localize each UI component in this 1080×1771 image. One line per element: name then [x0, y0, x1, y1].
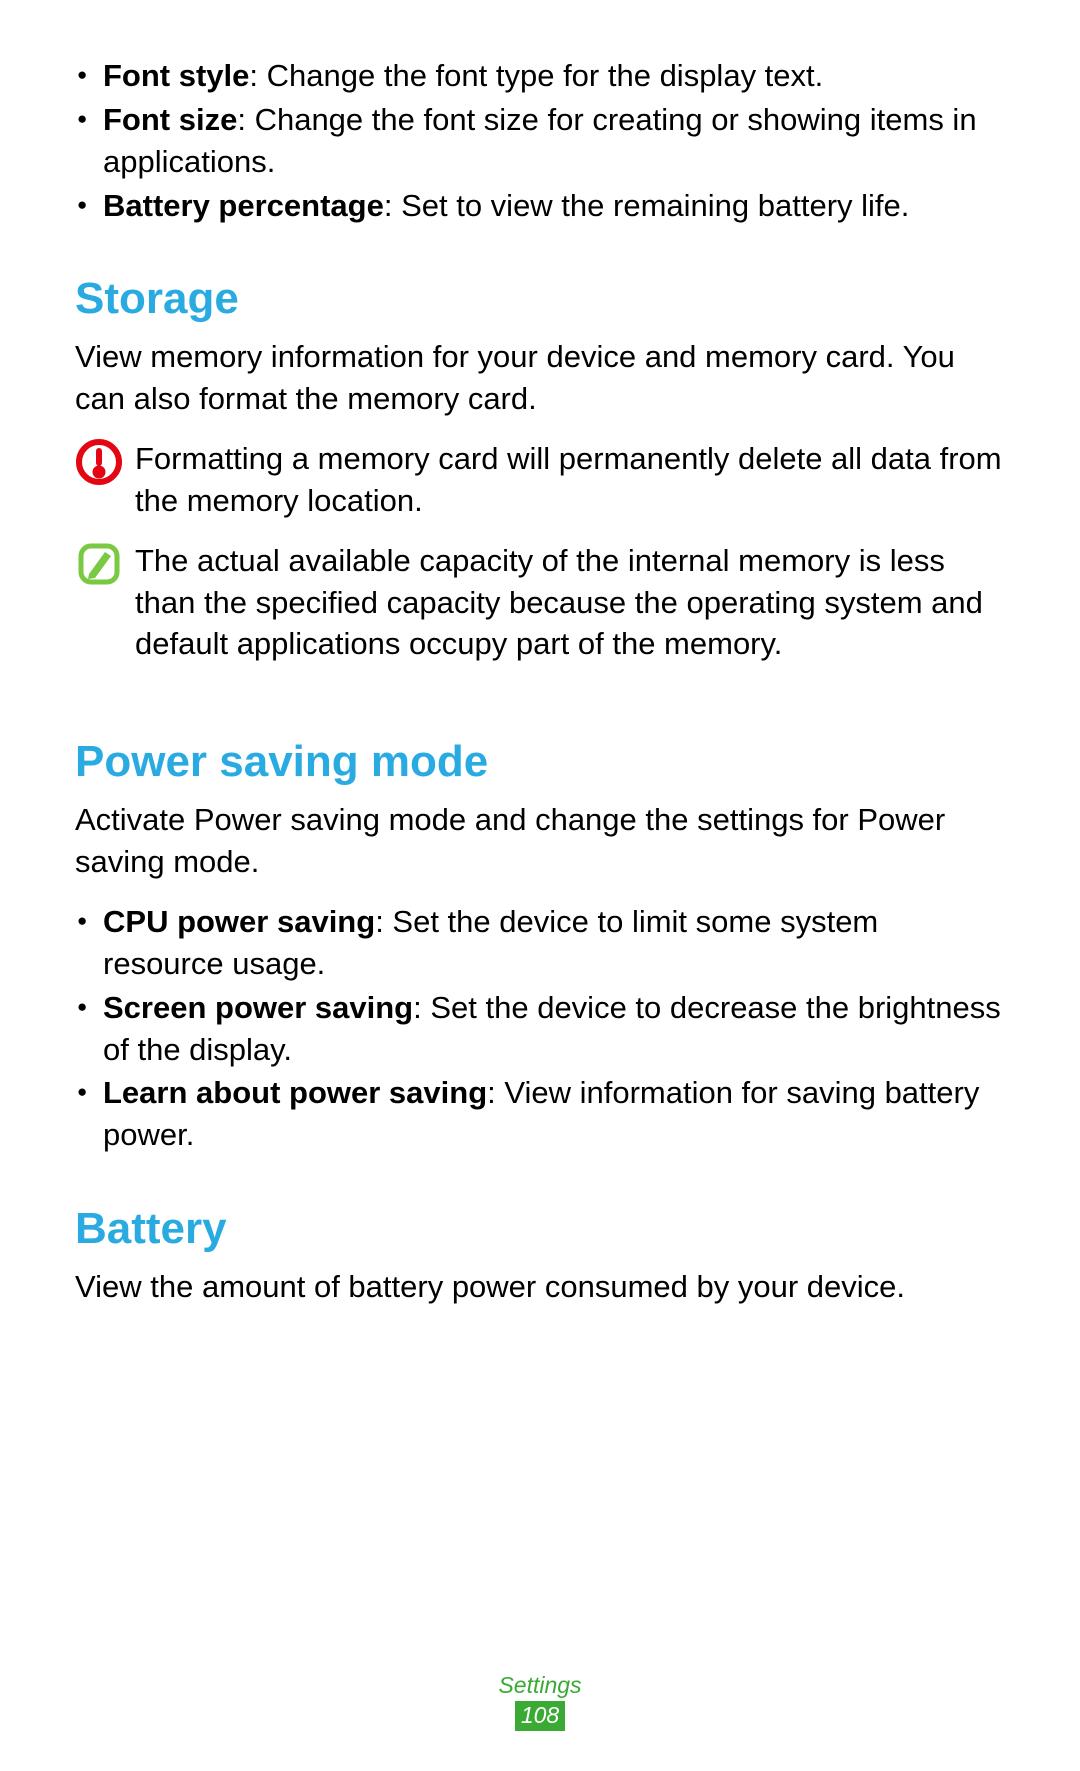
warning-text: Formatting a memory card will permanentl… [135, 438, 1005, 522]
list-item: CPU power saving: Set the device to limi… [75, 901, 1005, 985]
page-number: 108 [515, 1701, 565, 1731]
list-item: Font style: Change the font type for the… [75, 55, 1005, 97]
term: Font size [103, 102, 237, 137]
storage-heading: Storage [75, 274, 1005, 324]
term: CPU power saving [103, 904, 375, 939]
note-callout: The actual available capacity of the int… [75, 540, 1005, 666]
power-heading: Power saving mode [75, 737, 1005, 787]
warning-icon [75, 438, 135, 491]
battery-heading: Battery [75, 1204, 1005, 1254]
note-text: The actual available capacity of the int… [135, 540, 1005, 666]
term: Font style [103, 58, 249, 93]
power-bullet-list: CPU power saving: Set the device to limi… [75, 901, 1005, 1156]
footer-section-label: Settings [0, 1672, 1080, 1699]
list-item: Battery percentage: Set to view the rema… [75, 185, 1005, 227]
warning-callout: Formatting a memory card will permanentl… [75, 438, 1005, 522]
desc: : Change the font type for the display t… [249, 58, 823, 93]
page-content: Font style: Change the font type for the… [0, 0, 1080, 1308]
note-icon [75, 540, 135, 593]
page-footer: Settings 108 [0, 1672, 1080, 1731]
list-item: Learn about power saving: View informati… [75, 1072, 1005, 1156]
top-bullet-list: Font style: Change the font type for the… [75, 55, 1005, 226]
term: Battery percentage [103, 188, 384, 223]
power-intro: Activate Power saving mode and change th… [75, 799, 1005, 883]
list-item: Font size: Change the font size for crea… [75, 99, 1005, 183]
battery-text: View the amount of battery power consume… [75, 1266, 1005, 1308]
term: Screen power saving [103, 990, 413, 1025]
desc: : Set to view the remaining battery life… [384, 188, 910, 223]
term: Learn about power saving [103, 1075, 487, 1110]
storage-intro: View memory information for your device … [75, 336, 1005, 420]
list-item: Screen power saving: Set the device to d… [75, 987, 1005, 1071]
